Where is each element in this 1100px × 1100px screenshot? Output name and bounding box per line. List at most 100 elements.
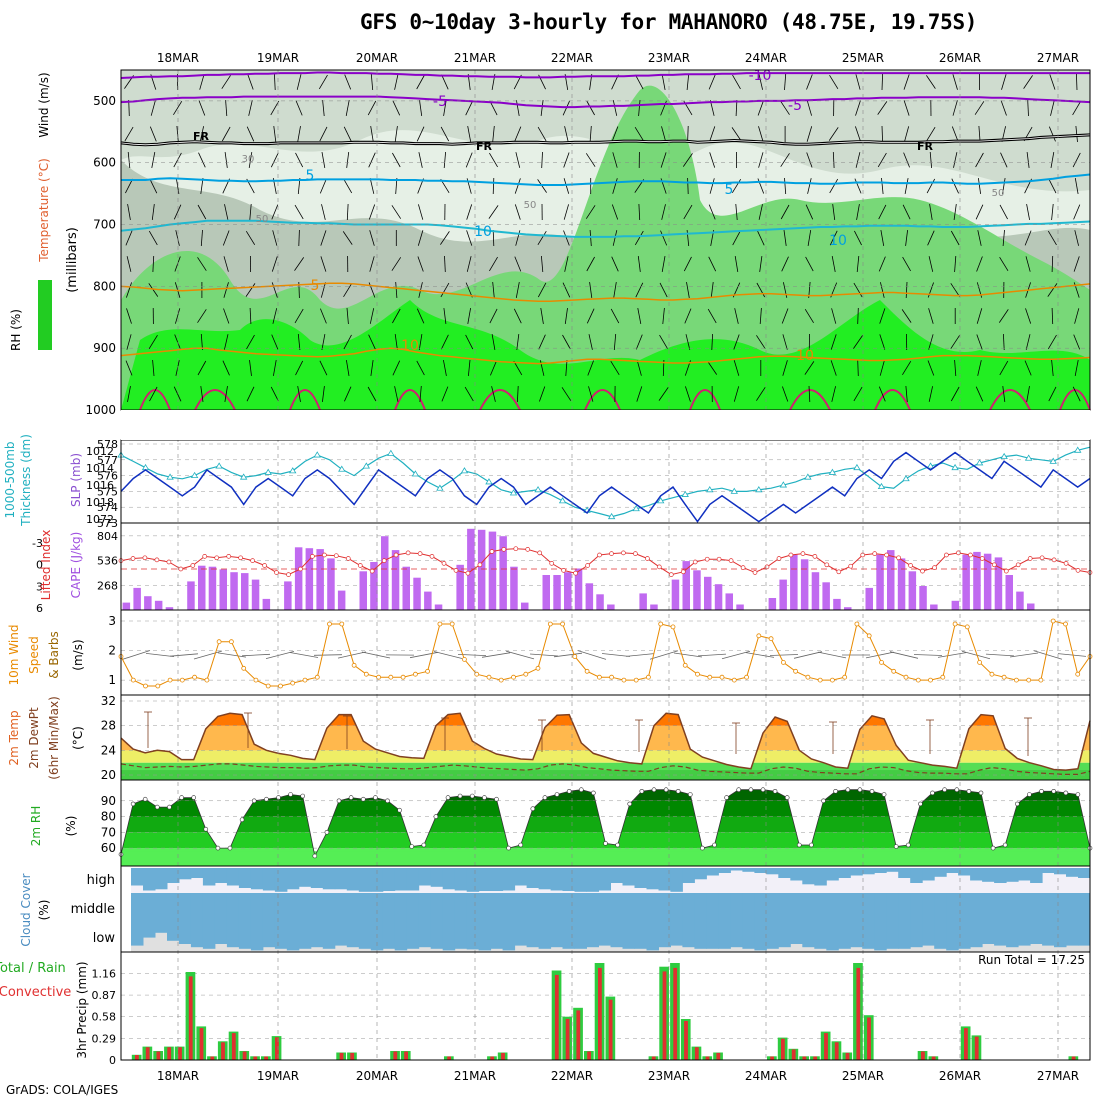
precip-conv-bar <box>242 1051 247 1060</box>
rh-point <box>942 787 947 793</box>
pink-contour <box>689 389 721 411</box>
wind-barb <box>419 100 423 116</box>
cloud-cell <box>754 893 767 920</box>
wind-barb <box>759 307 762 325</box>
cloud-cell <box>1078 893 1091 920</box>
rh-band <box>121 816 1090 833</box>
wind-barb <box>830 360 837 376</box>
y-label-cloud-pct: (%) <box>37 900 51 921</box>
wind-barb <box>999 256 1009 272</box>
wind-barb <box>707 361 718 375</box>
wind-barb <box>126 308 132 324</box>
cloud-cell <box>526 920 540 948</box>
cloud-cell <box>850 893 863 920</box>
wind-barb <box>976 308 983 324</box>
wind-barb <box>782 386 789 402</box>
wind-barb <box>853 335 863 349</box>
precip-conv-bar <box>264 1056 268 1060</box>
cloud-cell <box>310 868 324 888</box>
sfc-wind-barb <box>1033 650 1063 660</box>
cloud-cell <box>982 893 995 920</box>
wind-barb <box>221 75 231 89</box>
cloud-cell <box>346 893 360 920</box>
cape-bar <box>596 594 604 610</box>
cape-bar <box>919 586 927 610</box>
li-tick: 0 <box>36 559 43 572</box>
cape-bar <box>187 581 195 610</box>
cloud-cell <box>862 920 875 949</box>
precip-conv-bar <box>576 1010 581 1060</box>
wind-speed-point <box>842 674 848 680</box>
li-point <box>920 568 925 574</box>
sfc-wind-barb <box>793 651 823 659</box>
contour-label: 10 <box>474 224 492 240</box>
y-label-rh-pct: (%) <box>64 816 78 837</box>
cloud-cell <box>946 893 959 920</box>
wind-barb <box>199 126 204 142</box>
wind-barb <box>806 126 813 142</box>
rh-point <box>385 798 390 804</box>
precip-conv-bar <box>845 1052 850 1060</box>
bottom-day-label: 25MAR <box>842 1069 884 1083</box>
cloud-cell <box>490 893 504 920</box>
thickness-tick: 575 <box>97 485 118 498</box>
cloud-cell <box>694 920 707 949</box>
wind-barb <box>1002 178 1006 194</box>
wind-barb <box>950 230 960 246</box>
wind-barb <box>854 178 862 194</box>
cape-bar <box>994 557 1003 610</box>
li-point <box>441 561 447 566</box>
cloud-cell <box>826 868 839 881</box>
wind-barb <box>416 74 425 90</box>
wind-barb <box>804 308 814 324</box>
wind-barb <box>322 99 325 117</box>
top-day-label: 21MAR <box>454 51 496 65</box>
wind-barb <box>853 386 863 402</box>
wind-barb <box>537 126 547 142</box>
wind-barb <box>1051 203 1054 221</box>
wind-barb <box>1074 230 1079 246</box>
cloud-cell <box>586 920 599 948</box>
wind-barb <box>564 126 569 142</box>
cloud-cell <box>1078 868 1091 878</box>
li-point <box>764 564 770 570</box>
cloud-cell <box>730 893 743 920</box>
cloud-cell <box>958 920 971 949</box>
cloud-cell <box>970 868 983 881</box>
wind-barb <box>125 360 133 376</box>
precip-conv-bar <box>501 1052 505 1060</box>
wind-barb <box>346 307 349 325</box>
li-point <box>956 550 961 556</box>
cloud-cell <box>418 920 432 948</box>
wind-barb <box>855 126 861 142</box>
wind-barb <box>612 152 618 168</box>
sfc-wind-barb <box>121 650 151 660</box>
precip-conv-bar <box>587 1051 591 1060</box>
wind-barb <box>807 178 812 194</box>
wind-speed-point <box>1038 677 1044 683</box>
cloud-cell <box>131 868 144 886</box>
rh-point <box>978 790 984 796</box>
rh-point <box>578 787 584 793</box>
precip-tick: 1.16 <box>92 967 117 980</box>
wind-barb <box>881 177 884 195</box>
wind-barb <box>804 361 815 375</box>
wind-barb <box>612 230 618 246</box>
wind-barb <box>661 204 666 220</box>
cape-bar <box>639 593 647 610</box>
cloud-cell <box>814 893 827 920</box>
wind-barb <box>687 125 689 143</box>
wind-barb <box>245 283 256 297</box>
temp-line <box>120 712 1091 771</box>
wind-speed-point <box>474 671 480 677</box>
wind-barb <box>781 308 789 324</box>
wind-barb <box>903 100 910 116</box>
precip-conv-bar <box>974 1036 979 1060</box>
wind-barb <box>489 152 498 168</box>
cape-bar <box>154 600 163 610</box>
wind-speed-point <box>314 674 320 680</box>
li-point <box>573 570 578 576</box>
rh-point <box>833 788 838 794</box>
li-tick: 3 <box>36 580 43 593</box>
